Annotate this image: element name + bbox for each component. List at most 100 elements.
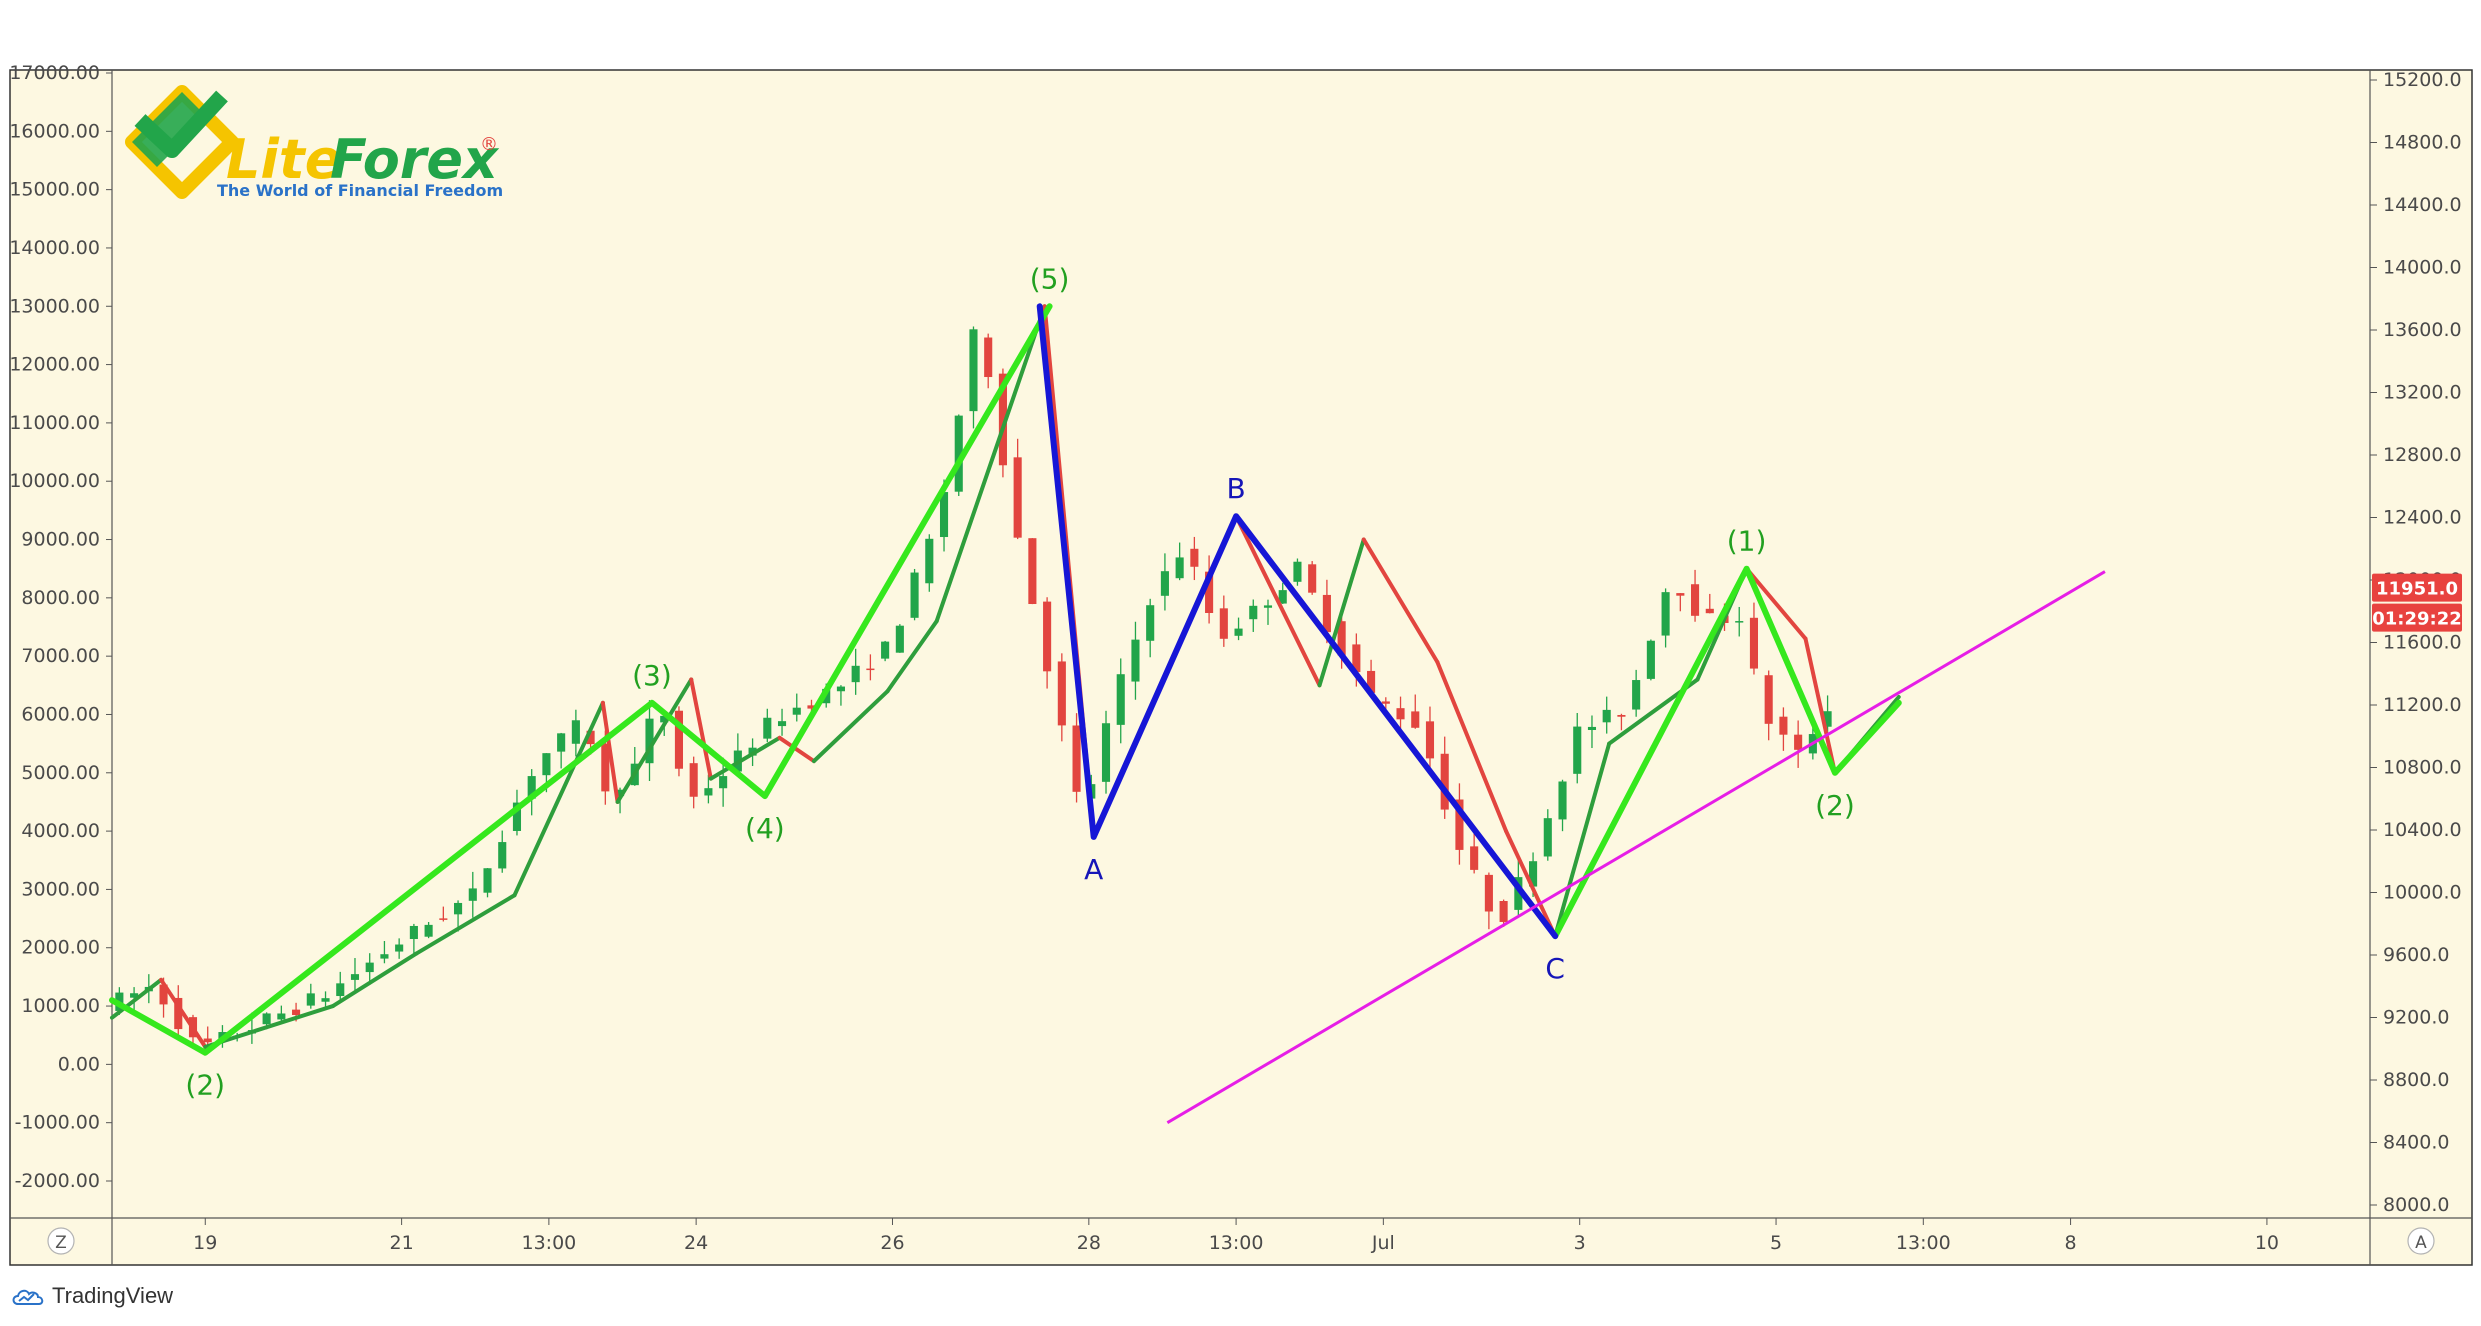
wave-label: (2) xyxy=(1815,789,1855,822)
wave-label: C xyxy=(1545,952,1565,985)
impulse-wave-line-2 xyxy=(1552,565,1902,940)
subwave-segment xyxy=(1317,537,1366,688)
tradingview-brand: TradingView xyxy=(52,1283,174,1308)
candle-body xyxy=(984,337,993,378)
time-tick-label: 13:00 xyxy=(1209,1232,1264,1254)
right-tick-label: 10000.0 xyxy=(2383,882,2462,904)
support-trendline[interactable] xyxy=(1166,570,2106,1124)
countdown-label: 01:29:22 xyxy=(2372,609,2462,630)
last-price-badge xyxy=(2372,573,2462,602)
candle-body xyxy=(1529,861,1538,887)
candle-body xyxy=(1632,680,1641,710)
scale-z-button[interactable] xyxy=(47,1227,75,1255)
candle-body xyxy=(571,720,580,744)
subwave-segment xyxy=(689,677,713,781)
plot-background[interactable] xyxy=(112,70,2370,1218)
time-tick-label: 26 xyxy=(880,1232,904,1254)
last-price-badges: 11951.0 01:29:22 xyxy=(2372,573,2462,632)
candle-body xyxy=(969,329,978,412)
left-axis-panel[interactable] xyxy=(10,70,112,1218)
candle-body xyxy=(1131,639,1140,682)
right-tick-label: 14400.0 xyxy=(2383,194,2462,216)
subwave-segment xyxy=(330,951,419,1009)
left-tick-label: 4000.00 xyxy=(21,820,100,842)
candle-body xyxy=(1823,711,1832,727)
candle-body xyxy=(1175,557,1184,579)
liteforex-mark-icon xyxy=(125,85,239,199)
candle-body xyxy=(1558,781,1567,820)
candle-body xyxy=(1676,593,1685,596)
time-tick-label: 10 xyxy=(2255,1232,2279,1254)
candle-body xyxy=(586,730,595,745)
liteforex-logo: Lite Forex ® The World of Financial Free… xyxy=(125,85,503,200)
scale-a-button[interactable] xyxy=(2407,1227,2435,1255)
candle-body xyxy=(454,902,463,915)
candle-body xyxy=(1764,675,1773,724)
candle-body xyxy=(1543,818,1552,857)
candle-body xyxy=(380,954,389,959)
candle-body xyxy=(807,705,816,709)
candle-body xyxy=(1470,846,1479,870)
left-tick-label: 14000.00 xyxy=(9,237,100,259)
wave-label: (2) xyxy=(185,1069,225,1102)
subwave-segment xyxy=(934,304,1047,624)
candle-body xyxy=(1263,605,1273,608)
right-tick-label: 9200.0 xyxy=(2383,1007,2449,1029)
corrective-wave-line xyxy=(1036,303,1559,940)
time-axis-panel[interactable] xyxy=(10,1218,2472,1265)
candle-body xyxy=(1440,753,1449,810)
candle-body xyxy=(1028,538,1037,605)
candle-body xyxy=(1381,701,1390,704)
subwave-segment xyxy=(1234,514,1322,688)
tradingview-cloud-icon xyxy=(12,1289,44,1305)
candle-body xyxy=(1573,726,1582,774)
subwave-segment xyxy=(1803,636,1837,775)
right-tick-label: 10800.0 xyxy=(2383,757,2462,779)
candle-body xyxy=(689,763,698,797)
right-tick-label: 8800.0 xyxy=(2383,1069,2449,1091)
subwave-segment xyxy=(512,700,605,898)
candle-body xyxy=(468,888,477,901)
tradingview-footer[interactable]: TradingView xyxy=(10,1278,173,1314)
candle-body xyxy=(1116,674,1125,725)
left-tick-label: 15000.00 xyxy=(9,179,100,201)
candle-body xyxy=(1411,711,1420,728)
candle-body xyxy=(1057,661,1066,726)
wave-label: A xyxy=(1084,853,1103,886)
candle-body xyxy=(1278,590,1287,604)
right-axis-panel[interactable] xyxy=(2370,70,2472,1218)
right-tick-label: 9600.0 xyxy=(2383,944,2449,966)
subwave-segment xyxy=(1744,566,1808,641)
candle-body xyxy=(365,962,374,973)
left-tick-label: 1000.00 xyxy=(21,995,100,1017)
candle-body xyxy=(1043,601,1052,672)
time-tick-label: Jul xyxy=(1371,1232,1395,1254)
candle-body xyxy=(881,641,890,659)
candle-body xyxy=(954,415,963,492)
candle-body xyxy=(1425,721,1435,759)
time-axis-ticks: 19 21 13:00 24 26 28 13:00 Jul 3 5 13:00 8 10 xyxy=(193,1218,2279,1254)
candle-body xyxy=(645,718,654,764)
subwave-segment xyxy=(159,977,208,1049)
subwave-segment xyxy=(708,735,782,781)
time-tick-label: 13:00 xyxy=(521,1232,576,1254)
left-tick-label: 2000.00 xyxy=(21,937,100,959)
subwave-segment xyxy=(203,1004,335,1049)
candle-body xyxy=(1455,799,1464,850)
subwave-segment xyxy=(777,735,816,764)
candle-body xyxy=(1661,592,1670,636)
candle-body xyxy=(1190,548,1199,567)
candle-body xyxy=(939,492,949,538)
candle-body xyxy=(660,715,669,723)
time-tick-label: 8 xyxy=(2065,1232,2077,1254)
candle-body xyxy=(1602,709,1611,723)
elliott-wave-lines xyxy=(109,303,1902,1056)
candle-body xyxy=(616,789,625,797)
candle-body xyxy=(1205,571,1214,614)
left-tick-label: 10000.00 xyxy=(9,470,100,492)
wave-label: B xyxy=(1226,472,1245,505)
candle-body xyxy=(851,665,860,683)
candle-body xyxy=(1352,644,1361,673)
